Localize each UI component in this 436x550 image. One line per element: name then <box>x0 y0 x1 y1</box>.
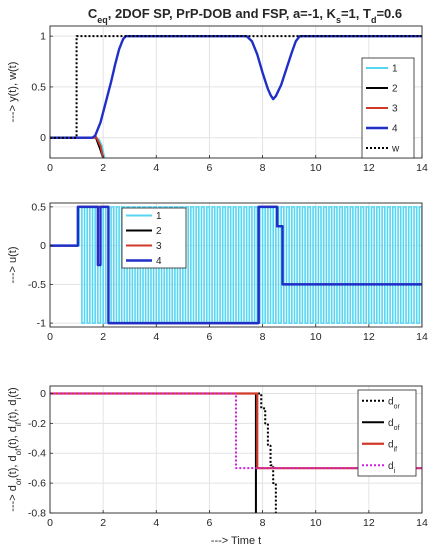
legend: dor dof dif di <box>357 389 417 477</box>
series-line-4 <box>50 34 422 139</box>
x-tick-label: 2 <box>100 517 106 529</box>
x-axis-label: ---> Time t <box>211 535 261 547</box>
series-line-1 <box>50 206 422 324</box>
x-tick-label: 10 <box>310 162 322 174</box>
x-tick-label: 0 <box>47 517 53 529</box>
legend-label: di <box>388 461 396 475</box>
series-group <box>50 392 422 513</box>
x-tick-label: 14 <box>416 331 428 343</box>
legend-label: 3 <box>156 241 162 252</box>
legend-label: w <box>391 144 400 155</box>
legend-label: 1 <box>156 211 162 222</box>
legend: 1 2 3 4 w <box>361 57 415 159</box>
series-line-dor <box>50 392 277 513</box>
y-tick-label: 0 <box>40 240 46 252</box>
series-group <box>50 34 422 158</box>
x-tick-label: 10 <box>310 517 322 529</box>
axes-box <box>49 25 423 159</box>
axes-box <box>49 385 423 514</box>
legend: 1 2 3 4 <box>121 207 187 269</box>
figure-title: Ceq, 2DOF SP, PrP-DOB and FSP, a=-1, Ks=… <box>88 6 402 25</box>
x-tick-label: 4 <box>153 331 159 343</box>
series-group <box>50 205 422 325</box>
y-tick-label: -0.4 <box>28 448 46 460</box>
x-tick-label: 10 <box>310 331 322 343</box>
legend-label: 4 <box>392 124 398 135</box>
legend-label: dor <box>388 396 400 410</box>
x-tick-label: 4 <box>153 162 159 174</box>
x-tick-label: 8 <box>260 162 266 174</box>
legend-box <box>121 207 187 269</box>
x-tick-label: 8 <box>260 517 266 529</box>
y-tick-label: -0.6 <box>28 478 46 490</box>
x-tick-label: 2 <box>100 162 106 174</box>
y-axis-label: ---> u(t) <box>7 247 19 284</box>
series-line-w <box>50 35 422 139</box>
y-tick-label: 0 <box>40 388 46 400</box>
y-axis-label: ---> y(t), w(t) <box>7 62 19 123</box>
x-tick-label: 12 <box>363 331 375 343</box>
x-tick-label: 14 <box>416 162 428 174</box>
legend-label: dif <box>388 439 397 453</box>
y-axis-label: ---> dor(t), dof(t), dif(t), di(t) <box>7 387 23 511</box>
x-tick-label: 6 <box>207 517 213 529</box>
legend-label: dof <box>388 418 399 432</box>
x-tick-label: 12 <box>363 517 375 529</box>
x-tick-label: 2 <box>100 331 106 343</box>
x-tick-label: 12 <box>363 162 375 174</box>
y-tick-label: -1 <box>37 318 46 330</box>
legend-label: 2 <box>156 226 162 237</box>
series-line-4 <box>50 205 422 325</box>
y-tick-label: -0.5 <box>28 279 46 291</box>
x-tick-label: 4 <box>153 517 159 529</box>
legend-label: 3 <box>392 104 398 115</box>
y-tick-label: 0.5 <box>31 201 46 213</box>
bottom-panel-disturbances: 0 2 4 6 8 10 12 14 -0.8 -0.6 -0.4 -0.2 0 ---> dor(t),… <box>7 385 428 547</box>
y-tick-label: 1 <box>40 31 46 43</box>
axes-box <box>49 202 423 328</box>
legend-label: 4 <box>156 256 162 267</box>
x-tick-label: 14 <box>416 517 428 529</box>
legend-label: 1 <box>392 64 398 75</box>
y-tick-label: 0.5 <box>31 81 46 93</box>
x-tick-label: 8 <box>260 331 266 343</box>
x-tick-label: 6 <box>207 162 213 174</box>
y-tick-label: -0.2 <box>28 418 46 430</box>
y-tick-label: -0.8 <box>28 508 46 520</box>
x-tick-label: 6 <box>207 331 213 343</box>
x-tick-label: 0 <box>47 162 53 174</box>
x-tick-label: 0 <box>47 331 53 343</box>
legend-label: 2 <box>392 84 398 95</box>
series-line-di <box>50 392 422 470</box>
plot-area <box>50 26 422 158</box>
legend-box <box>357 389 417 477</box>
y-tick-label: 0 <box>40 132 46 144</box>
